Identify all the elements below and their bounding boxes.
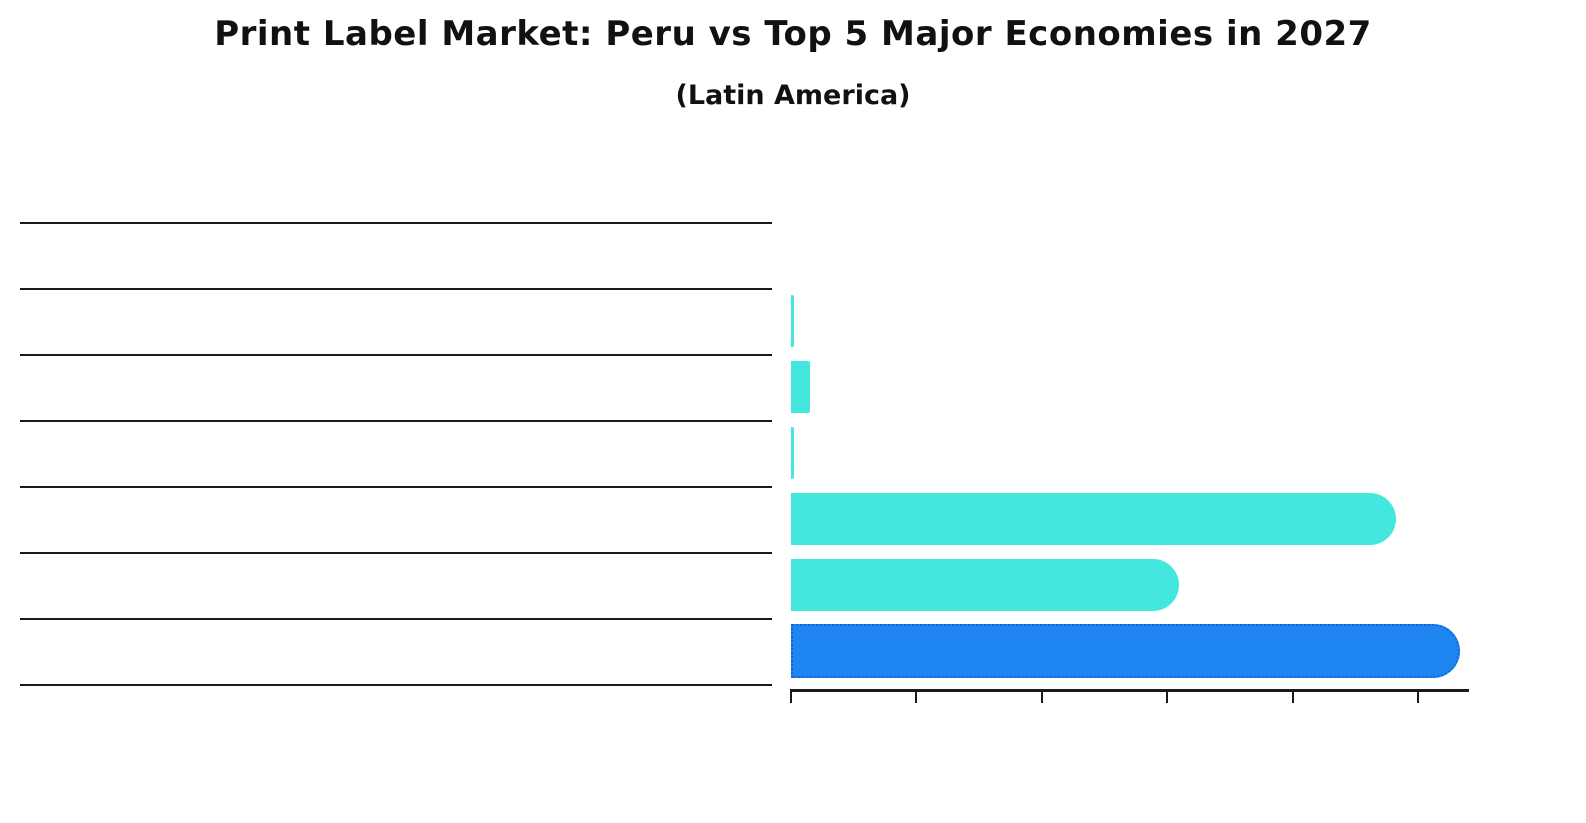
table-rule <box>20 684 772 686</box>
table-cell-country <box>15 552 275 618</box>
table-header-country <box>15 222 275 288</box>
table-rule <box>20 420 772 422</box>
bar-chile <box>791 559 1180 611</box>
bar-brazil <box>791 295 794 347</box>
table-cell-life_cycle <box>517 552 777 618</box>
table-cell-life_cycle <box>517 354 777 420</box>
x-tick-mark <box>790 692 792 703</box>
table-cell-life_cycle <box>517 288 777 354</box>
table-rule <box>20 618 772 620</box>
table-cell-product <box>266 288 526 354</box>
table-cell-country <box>15 420 275 486</box>
table-cell-product <box>266 618 526 684</box>
table-cell-country <box>15 288 275 354</box>
table-cell-product <box>266 552 526 618</box>
table-cell-life_cycle <box>517 420 777 486</box>
bar-colombia <box>791 493 1397 545</box>
table-header-product <box>266 222 526 288</box>
table-cell-life_cycle <box>517 618 777 684</box>
x-tick-mark <box>915 692 918 703</box>
table-cell-life_cycle <box>517 486 777 552</box>
bar-argentina <box>791 427 794 479</box>
table-rule <box>20 552 772 554</box>
table-cell-country <box>15 486 275 552</box>
table-rule <box>20 288 772 290</box>
table-cell-product <box>266 486 526 552</box>
bar-mexico <box>791 361 810 413</box>
chart-title: Print Label Market: Peru vs Top 5 Major … <box>214 14 1372 54</box>
table-rule <box>20 222 772 224</box>
chart-subtitle: (Latin America) <box>675 80 911 111</box>
table-cell-country <box>15 354 275 420</box>
table-rule <box>20 486 772 488</box>
x-tick-mark <box>1291 692 1294 703</box>
x-axis-line <box>790 689 1469 692</box>
table-header-life-cycle <box>517 222 777 288</box>
table-cell-product <box>266 420 526 486</box>
table-rule <box>20 354 772 356</box>
x-tick-mark <box>1417 692 1419 703</box>
table-cell-product <box>266 354 526 420</box>
x-tick-mark <box>1040 692 1043 703</box>
x-tick-mark <box>1166 692 1169 703</box>
table-cell-country <box>15 618 275 684</box>
bar-peru <box>791 624 1461 678</box>
